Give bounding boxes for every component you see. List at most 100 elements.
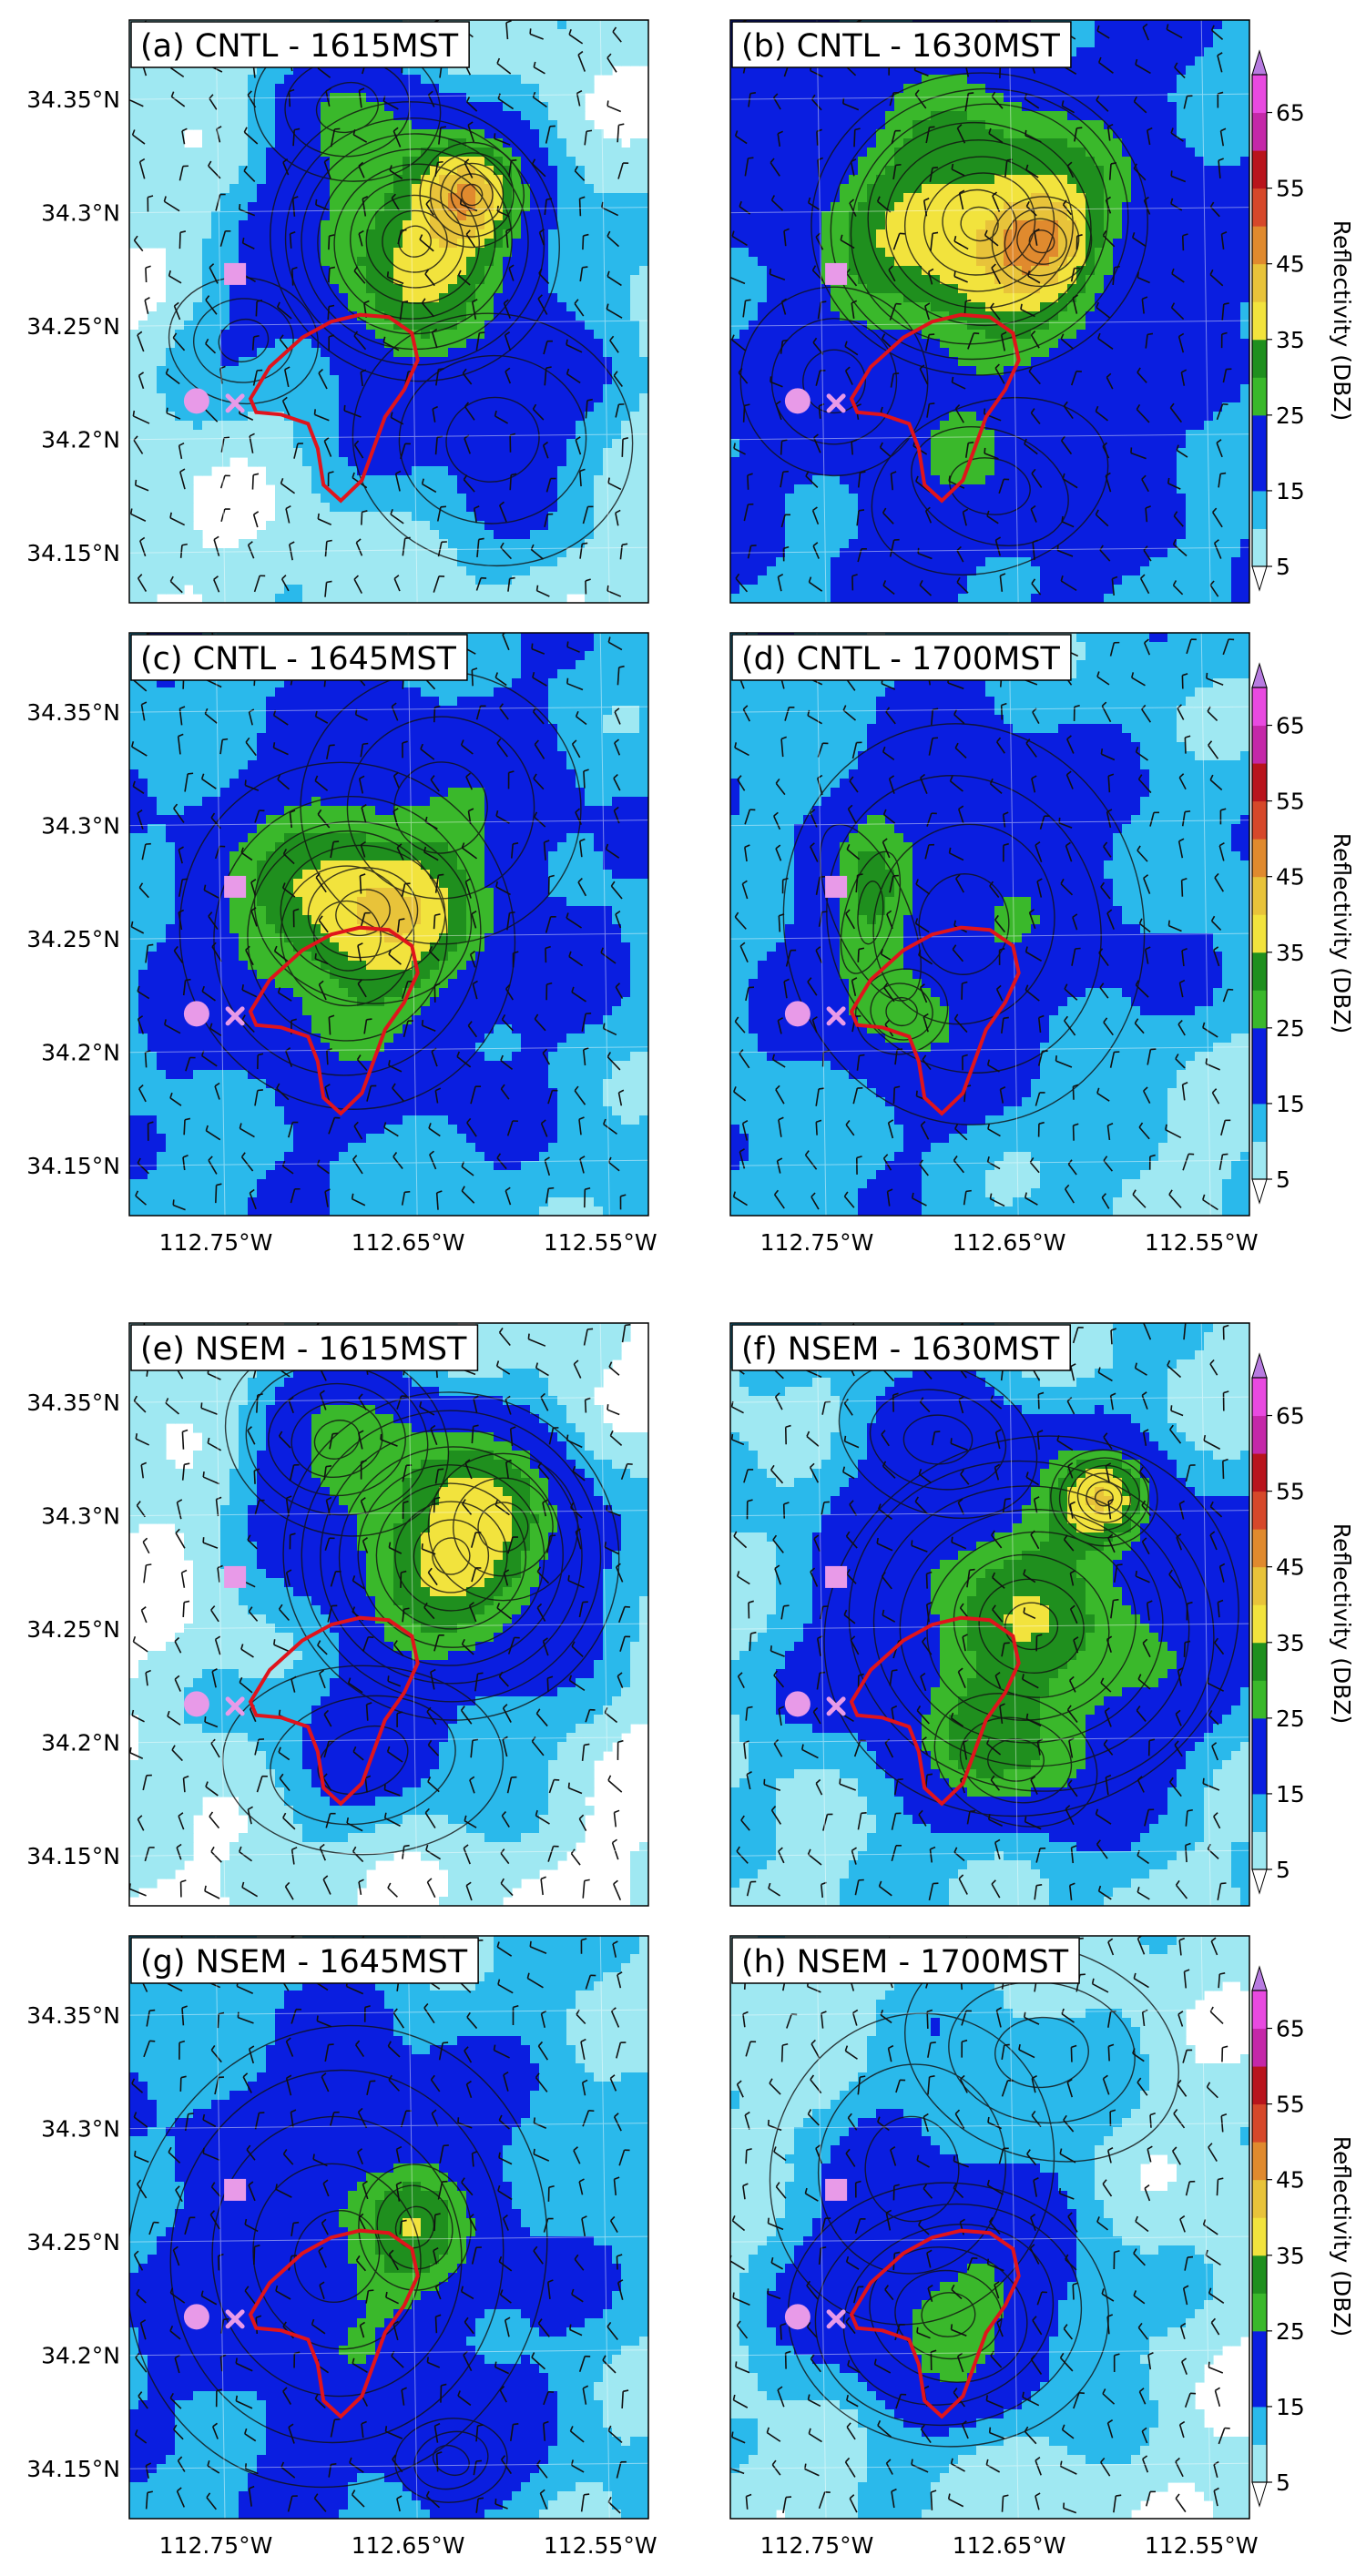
colorbar-2: 5 15 25 35 45 55 65 Reflectivity (DBZ) <box>1251 662 1355 1205</box>
colorbar-segment <box>1252 414 1267 453</box>
colorbar-segment <box>1252 2066 1267 2105</box>
colorbar-segment <box>1252 952 1267 991</box>
colorbar-segment <box>1252 150 1267 189</box>
colorbar-max-arrow <box>1251 49 1268 76</box>
colorbar-min-arrow <box>1251 1868 1268 1895</box>
panel-frame <box>729 632 1250 1217</box>
panel-frame <box>128 1935 649 2520</box>
colorbar-segment <box>1252 263 1267 302</box>
y-tick-label: 34.3°N <box>41 813 120 840</box>
gridlines <box>129 1323 648 1906</box>
square-marker <box>224 2178 247 2201</box>
colorbar-max-arrow <box>1251 1965 1268 1991</box>
colorbar-segment <box>1252 2142 1267 2181</box>
y-tick-label: 34.25°N <box>26 1616 120 1643</box>
panel-title-box <box>731 1937 1080 1984</box>
panel-title-box <box>130 1937 479 1984</box>
colorbar-segment <box>1252 1642 1267 1681</box>
colorbar-segment <box>1252 1793 1267 1832</box>
contour-lines <box>739 72 1148 576</box>
y-tick-label: 34.25°N <box>26 313 120 340</box>
colorbar-segment <box>1252 453 1267 492</box>
colorbar-segment <box>1252 2293 1267 2332</box>
square-marker <box>825 1565 848 1588</box>
colorbar-tick-label: 45 <box>1276 251 1305 278</box>
wind-barbs <box>129 1323 633 1901</box>
panel-title-box <box>731 21 1072 68</box>
colorbar-segment <box>1252 1604 1267 1644</box>
colorbar-tick-label: 65 <box>1276 2016 1305 2042</box>
colorbar-segment <box>1252 226 1267 265</box>
panel-frame <box>128 1322 649 1907</box>
map-panel-h: (h) NSEM - 1700MST 112.75°W 112.65°W 112.55… <box>729 1935 1259 2559</box>
y-tick-label: 34.15°N <box>26 2456 120 2482</box>
circle-marker <box>784 1001 810 1027</box>
map-panel-c: (c) CNTL - 1645MST 34.15°N 34.2°N 34.25°N 34… <box>26 632 658 1256</box>
y-tick-label: 34.25°N <box>26 2229 120 2255</box>
wind-barbs <box>732 633 1235 1211</box>
colorbar-tick-label: 55 <box>1276 176 1305 202</box>
colorbar-segment <box>1252 2028 1267 2067</box>
panel-frame <box>729 1935 1250 2520</box>
colorbar-segment <box>1252 301 1267 341</box>
colorbar-segment <box>1252 490 1267 529</box>
x-tick-label: 112.75°W <box>760 1229 874 1256</box>
colorbar-tick-label: 35 <box>1276 327 1305 353</box>
colorbar-segment <box>1252 2179 1267 2218</box>
colorbar-min-arrow <box>1251 565 1268 592</box>
colorbar-tick-label: 65 <box>1276 1403 1305 1430</box>
reflectivity-shading <box>730 633 1249 1216</box>
colorbar-tick-label: 35 <box>1276 940 1305 966</box>
colorbar-segment <box>1252 339 1267 378</box>
gridlines <box>730 1936 1249 2519</box>
map-panel-d: (d) CNTL - 1700MST 112.75°W 112.65°W 112.55… <box>729 632 1259 1256</box>
y-tick-label: 34.35°N <box>26 1390 120 1416</box>
colorbar-segment <box>1252 2217 1267 2256</box>
square-marker <box>224 875 247 898</box>
colorbar-tick-label: 65 <box>1276 713 1305 739</box>
colorbar-segment <box>1252 1103 1267 1142</box>
colorbar-segment <box>1252 1378 1267 1417</box>
colorbar-segment <box>1252 1831 1267 1870</box>
circle-marker <box>784 2304 810 2330</box>
colorbar-max-arrow <box>1251 1352 1268 1379</box>
colorbar-segment <box>1252 763 1267 802</box>
colorbar-tick-label: 5 <box>1276 2469 1290 2496</box>
y-tick-label: 34.3°N <box>41 2116 120 2143</box>
colorbar-segment <box>1252 1529 1267 1568</box>
panel-frame <box>128 632 649 1217</box>
colorbar-tick-label: 15 <box>1276 478 1305 504</box>
colorbar-segment <box>1252 2406 1267 2445</box>
x-tick-label: 112.55°W <box>1145 1229 1259 1256</box>
colorbar-segment <box>1252 1027 1267 1066</box>
colorbar-label: Reflectivity (DBZ) <box>1329 220 1355 422</box>
x-tick-label: 112.75°W <box>760 2532 874 2559</box>
y-tick-label: 34.25°N <box>26 926 120 952</box>
colorbar-segment <box>1252 1717 1267 1756</box>
panel-frame <box>128 19 649 604</box>
square-marker <box>224 262 247 285</box>
reflectivity-shading <box>730 20 1249 603</box>
x-marker <box>826 1006 846 1026</box>
y-tick-label: 34.15°N <box>26 540 120 566</box>
colorbar-segment <box>1252 914 1267 953</box>
colorbar-segment <box>1252 75 1267 114</box>
x-marker <box>225 393 245 413</box>
panel-frame <box>729 1322 1250 1907</box>
colorbar-segment <box>1252 112 1267 151</box>
x-tick-label: 112.65°W <box>953 1229 1066 1256</box>
colorbar-segment <box>1252 1453 1267 1492</box>
outline-region <box>849 2228 1021 2419</box>
outline-region <box>849 312 1021 504</box>
colorbar-4: 5 15 25 35 45 55 65 Reflectivity (DBZ) <box>1251 1965 1355 2508</box>
colorbar-segment <box>1252 2255 1267 2294</box>
x-tick-label: 112.65°W <box>953 2532 1066 2559</box>
y-tick-label: 34.2°N <box>41 1040 120 1066</box>
y-tick-label: 34.3°N <box>41 200 120 227</box>
colorbar-segment <box>1252 1065 1267 1105</box>
panel-title-box <box>130 21 470 68</box>
colorbar-segment <box>1252 725 1267 764</box>
colorbar-segment <box>1252 1756 1267 1795</box>
colorbar-label: Reflectivity (DBZ) <box>1329 1523 1355 1725</box>
